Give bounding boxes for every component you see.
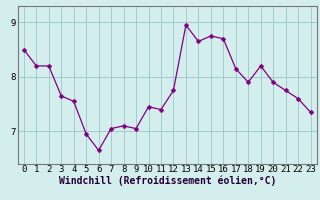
X-axis label: Windchill (Refroidissement éolien,°C): Windchill (Refroidissement éolien,°C) <box>59 176 276 186</box>
